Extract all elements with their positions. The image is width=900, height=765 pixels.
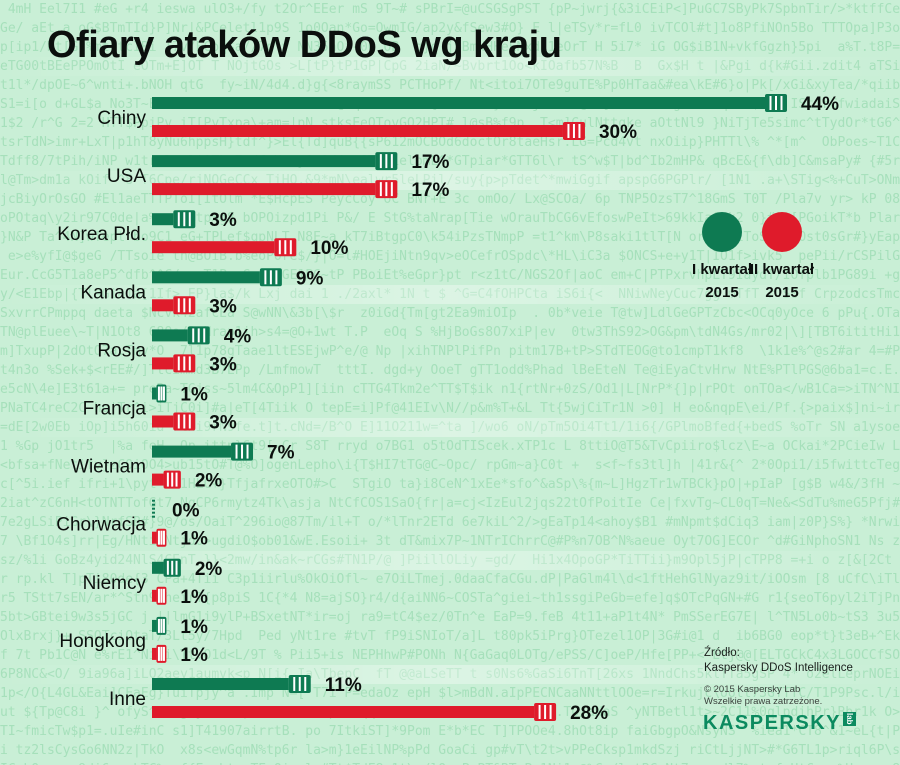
copyright-line: © 2015 Kaspersky Lab <box>704 684 801 695</box>
bar-q1 <box>152 152 398 171</box>
value-label-q1: 11% <box>325 675 362 696</box>
chart-row: Kanada 9% 3% <box>80 268 323 317</box>
category-label: Niemcy <box>83 573 147 594</box>
value-label-q1: 9% <box>296 268 324 289</box>
bar-q2 <box>152 354 196 373</box>
value-label-q2: 1% <box>180 529 208 550</box>
legend-swatch <box>762 212 802 252</box>
category-label: Chorwacja <box>56 515 146 536</box>
chart-title: Ofiary ataków DDoS wg kraju <box>47 24 562 66</box>
bar-q2 <box>152 470 181 489</box>
value-label-q2: 3% <box>209 296 237 317</box>
value-label-q2: 17% <box>411 180 449 201</box>
bar-q1 <box>152 268 282 287</box>
legend-label-line2: 2015 <box>705 284 738 301</box>
legend-label-line1: II kwartał <box>750 261 815 278</box>
value-label-q2: 3% <box>209 354 237 375</box>
bar-q2 <box>152 238 297 257</box>
value-label-q2: 2% <box>195 471 223 492</box>
source-label: Źródło: <box>704 647 740 659</box>
chart-row: Rosja 4% 3% <box>97 326 251 375</box>
bar-q2 <box>152 703 557 721</box>
category-label: Korea Płd. <box>57 224 146 245</box>
category-label: Chiny <box>97 108 146 129</box>
category-label: Rosja <box>97 340 146 361</box>
category-label: Francja <box>83 399 147 420</box>
value-label-q1: 4% <box>224 326 252 347</box>
value-label-q1: 1% <box>180 385 208 406</box>
source-note: Źródło: Kaspersky DDoS Intelligence © 20… <box>704 646 894 708</box>
category-label: Inne <box>109 689 146 710</box>
bar-q2 <box>152 296 196 315</box>
value-label-q1: 1% <box>180 617 208 638</box>
value-label-q1: 7% <box>267 443 295 464</box>
category-label: Hongkong <box>59 631 146 652</box>
chart-row: Chorwacja 0% 1% <box>56 499 208 550</box>
legend-item-q1: I kwartał 2015 <box>692 212 753 301</box>
chart-row: Francja 1%3% <box>83 384 237 434</box>
value-label-q2: 30% <box>599 122 637 143</box>
source-name: Kaspersky DDoS Intelligence <box>704 662 853 674</box>
bar-q1 <box>152 210 196 229</box>
legend-item-q2: II kwartał 2015 <box>750 212 815 301</box>
chart-row: Hongkong 1% 1% <box>59 616 208 666</box>
value-label-q2: 28% <box>570 703 608 724</box>
category-label: Wietnam <box>71 457 146 478</box>
value-label-q1: 3% <box>209 210 237 231</box>
bar-q1 <box>152 558 181 577</box>
rights-line: Wszelkie prawa zatrzeżone. <box>704 696 823 707</box>
bar-q1 <box>152 94 787 112</box>
bar-q1 <box>152 326 210 345</box>
legend-label-line1: I kwartał <box>692 261 753 278</box>
bar-q2 <box>152 528 167 547</box>
bar-q2 <box>152 180 398 199</box>
value-label-q1: 44% <box>801 94 839 115</box>
chart-row: Chiny 44% 30% <box>97 94 839 143</box>
bar-q2 <box>152 644 167 663</box>
bar-q1 <box>152 675 311 693</box>
bar-q2 <box>152 586 167 605</box>
bar-q1 <box>152 442 254 461</box>
category-label: USA <box>107 166 146 187</box>
value-label-q2: 10% <box>310 238 348 259</box>
chart-row: Niemcy 2% 1% <box>83 558 223 608</box>
logo-lab-badge: lab <box>842 712 856 726</box>
value-label-q2: 1% <box>180 587 208 608</box>
value-label-q1: 2% <box>195 559 223 580</box>
chart-row: Korea Płd. 3% 10% <box>57 210 348 259</box>
value-label-q2: 1% <box>180 645 208 666</box>
value-label-q1: 17% <box>411 152 449 173</box>
value-label-q1: 0% <box>172 501 200 522</box>
bar-q2 <box>152 412 196 431</box>
legend-label-line2: 2015 <box>765 284 798 301</box>
bar-q1 <box>152 384 167 403</box>
bar-q1 <box>152 499 155 518</box>
chart-row: Inne 11% 28% <box>109 675 608 724</box>
bar-q1 <box>152 616 167 635</box>
category-label: Kanada <box>80 282 146 303</box>
chart-row: Wietnam 7% 2% <box>71 442 295 492</box>
bar-q2 <box>152 122 585 140</box>
chart-row: USA 17% 17% <box>107 152 449 201</box>
legend-swatch <box>702 212 742 252</box>
logo-text: KASPERSKY <box>703 712 841 734</box>
kaspersky-logo: KASPERSKY lab <box>703 712 856 735</box>
value-label-q2: 3% <box>209 413 237 434</box>
